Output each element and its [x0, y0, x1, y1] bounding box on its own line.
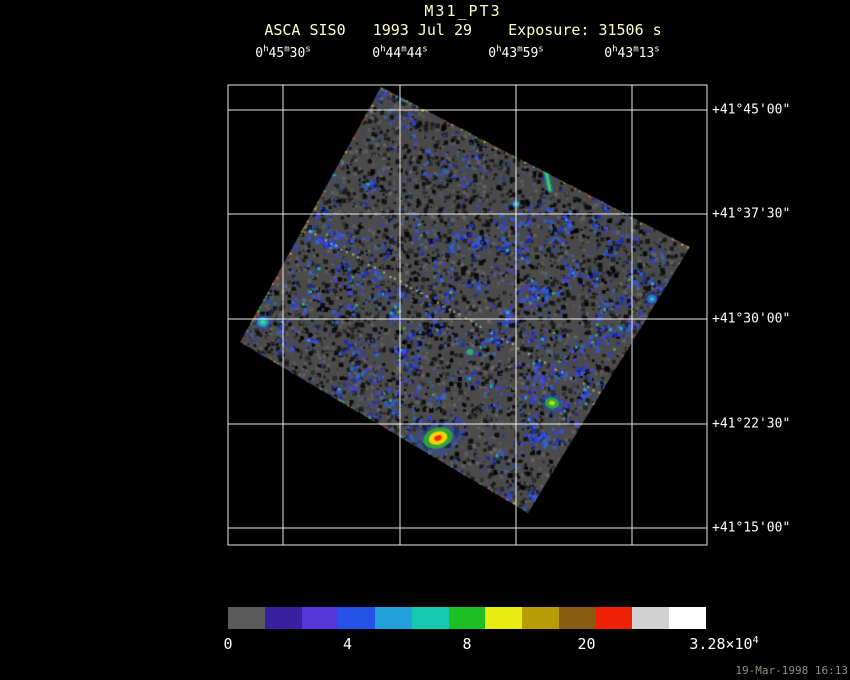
page-title: M31_PT3 — [424, 2, 502, 20]
colorbar-tick-label: 0 — [223, 635, 233, 653]
dec-tick-label: +41°30'00" — [712, 311, 791, 327]
colorbar-segment — [228, 607, 265, 629]
colorbar-segment — [632, 607, 670, 629]
colorbar-tick-label: 20 — [577, 635, 596, 653]
colorbar-segment — [448, 607, 486, 629]
colorbar-segment — [522, 607, 559, 629]
dec-tick-label: +41°45'00" — [712, 102, 791, 118]
ra-tick-label: 0h44m44s — [372, 44, 428, 61]
timestamp: 19-Mar-1998 16:13 — [735, 664, 848, 677]
colorbar-segment — [375, 607, 412, 629]
plot-frame — [227, 84, 708, 546]
colorbar-tick-label: 3.28×104 — [689, 635, 759, 653]
colorbar — [228, 607, 706, 629]
dec-tick-label: +41°37'30" — [712, 206, 791, 222]
colorbar-segment — [485, 607, 523, 629]
ra-tick-label: 0h43m13s — [604, 44, 660, 61]
colorbar-segment — [669, 607, 706, 629]
observation-subtitle: ASCA SIS0 1993 Jul 29 Exposure: 31506 s — [264, 21, 662, 39]
colorbar-tick-label: 4 — [342, 635, 353, 653]
colorbar-tick-label: 8 — [462, 635, 472, 653]
dec-tick-label: +41°15'00" — [712, 520, 791, 536]
colorbar-segment — [338, 607, 376, 629]
colorbar-segment — [301, 607, 339, 629]
colorbar-segment — [558, 607, 596, 629]
ra-tick-label: 0h45m30s — [255, 44, 311, 61]
colorbar-segment — [411, 607, 449, 629]
colorbar-segment — [264, 607, 302, 629]
ra-tick-label: 0h43m59s — [488, 44, 544, 61]
dec-tick-label: +41°22'30" — [712, 416, 791, 432]
colorbar-segment — [595, 607, 633, 629]
